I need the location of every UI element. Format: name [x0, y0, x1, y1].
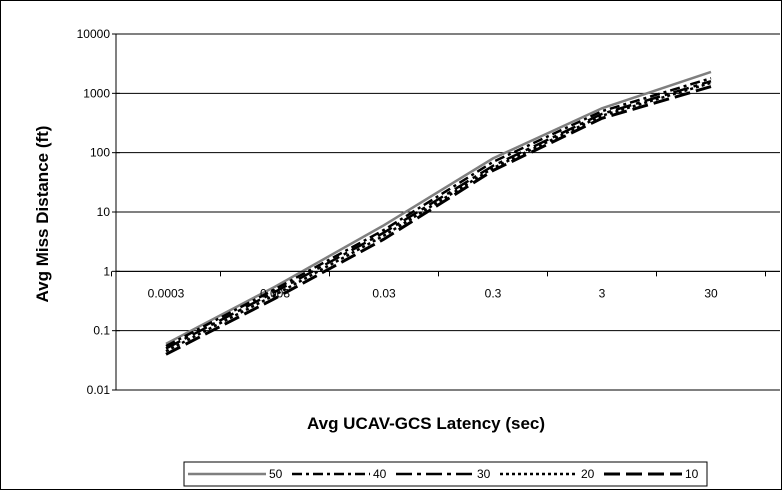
legend-label-30: 30 — [477, 467, 491, 481]
series-line-50 — [165, 70, 712, 345]
y-tick-label: 1000 — [83, 86, 110, 100]
y-tick-label: 100 — [90, 146, 110, 160]
x-axis-title: Avg UCAV-GCS Latency (sec) — [307, 414, 545, 433]
series-line-10 — [165, 85, 712, 356]
x-tick-label: 0.03 — [372, 286, 396, 300]
legend: 50 40 30 20 10 — [183, 461, 708, 487]
legend-label-20: 20 — [581, 467, 595, 481]
series-line-30 — [165, 80, 712, 350]
series-line-20 — [165, 81, 712, 353]
y-tick-label: 10 — [97, 205, 111, 219]
legend-label-10: 10 — [685, 467, 699, 481]
y-tick-label: 0.01 — [87, 383, 111, 397]
y-tick-label: 0.1 — [93, 324, 110, 338]
y-tick-label: 1 — [103, 264, 110, 278]
x-tick-label: 0.3 — [485, 286, 502, 300]
x-tick-label: 3 — [599, 286, 606, 300]
y-axis-title: Avg Miss Distance (ft) — [33, 126, 52, 303]
legend-label-40: 40 — [373, 467, 387, 481]
y-tick-label: 10000 — [77, 27, 111, 41]
legend-label-50: 50 — [269, 467, 283, 481]
x-tick-label: 0.003 — [260, 286, 290, 300]
x-tick-label: 0.0003 — [148, 286, 185, 300]
x-tick-label: 30 — [704, 286, 718, 300]
